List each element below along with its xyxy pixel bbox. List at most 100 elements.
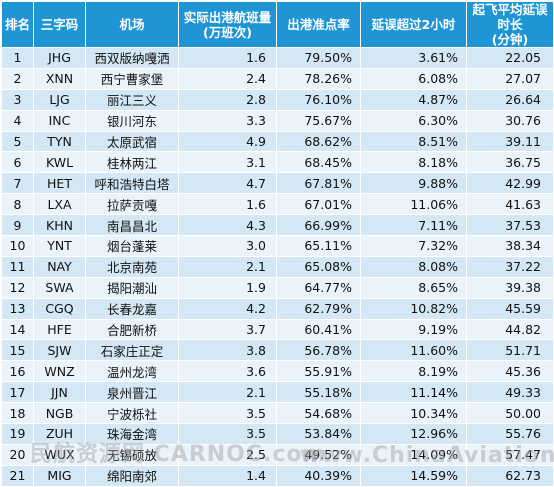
cell-code: HET xyxy=(33,172,86,195)
cell-delay-over-2h: 9.19% xyxy=(360,318,467,341)
cell-delay-over-2h: 14.59% xyxy=(360,464,467,487)
table-header: 排名 三字码 机场 实际出港航班量 (万班次) 出港准点率 延误超过2小时 起飞平均延误时长(… xyxy=(1,1,554,48)
cell-airport: 呼和浩特白塔 xyxy=(85,172,179,195)
cell-code: WUX xyxy=(33,443,86,466)
cell-airport: 揭阳潮汕 xyxy=(85,276,179,299)
cell-rank: 20 xyxy=(1,443,34,466)
cell-on-time-rate: 68.45% xyxy=(276,151,361,174)
cell-departures: 3.8 xyxy=(178,339,277,362)
cell-airport: 桂林两江 xyxy=(85,151,179,174)
cell-rank: 16 xyxy=(1,360,34,383)
cell-avg-delay: 27.07 xyxy=(466,67,554,90)
cell-delay-over-2h: 11.60% xyxy=(360,339,467,362)
table-row: 4 INC 银川河东 3.3 75.67% 6.30% 30.76 xyxy=(1,109,554,132)
cell-departures: 4.3 xyxy=(178,214,277,237)
cell-code: HFE xyxy=(33,318,86,341)
cell-airport: 温州龙湾 xyxy=(85,360,179,383)
cell-code: SJW xyxy=(33,339,86,362)
cell-rank: 4 xyxy=(1,109,34,132)
table-row: 14 HFE 合肥新桥 3.7 60.41% 9.19% 44.82 xyxy=(1,318,554,341)
cell-airport: 烟台蓬莱 xyxy=(85,235,179,257)
cell-code: XNN xyxy=(33,67,86,90)
cell-avg-delay: 44.82 xyxy=(466,318,554,341)
cell-rank: 19 xyxy=(1,423,34,445)
cell-avg-delay: 49.33 xyxy=(466,381,554,404)
cell-delay-over-2h: 6.08% xyxy=(360,67,467,90)
cell-on-time-rate: 54.68% xyxy=(276,402,361,425)
cell-on-time-rate: 62.79% xyxy=(276,297,361,320)
table-row: 18 NGB 宁波栎社 3.5 54.68% 10.34% 50.00 xyxy=(1,402,554,425)
cell-avg-delay: 30.76 xyxy=(466,109,554,132)
cell-delay-over-2h: 9.88% xyxy=(360,172,467,195)
cell-departures: 2.4 xyxy=(178,67,277,90)
cell-code: ZUH xyxy=(33,423,86,445)
cell-rank: 21 xyxy=(1,464,34,487)
table-body: 1 JHG 西双版纳嘎洒 1.6 79.50% 3.61% 22.05 2 XNN 西宁曹家堡 2.… xyxy=(1,47,554,487)
cell-avg-delay: 39.11 xyxy=(466,130,554,153)
header-delay-over-2h: 延误超过2小时 xyxy=(360,1,467,48)
table-row: 16 WNZ 温州龙湾 3.6 55.91% 8.19% 45.36 xyxy=(1,360,554,383)
table-row: 11 NAY 北京南苑 2.1 65.08% 8.08% 37.22 xyxy=(1,255,554,278)
cell-rank: 11 xyxy=(1,255,34,278)
cell-airport: 宁波栎社 xyxy=(85,402,179,425)
cell-on-time-rate: 67.81% xyxy=(276,172,361,195)
cell-on-time-rate: 55.91% xyxy=(276,360,361,383)
cell-departures: 2.1 xyxy=(178,381,277,404)
cell-on-time-rate: 75.67% xyxy=(276,109,361,132)
header-avg-delay: 起飞平均延误时长 (分钟) xyxy=(466,1,554,48)
cell-code: YNT xyxy=(33,235,86,257)
cell-code: JHG xyxy=(33,47,86,69)
cell-departures: 3.5 xyxy=(178,423,277,445)
cell-delay-over-2h: 8.19% xyxy=(360,360,467,383)
table-row: 10 YNT 烟台蓬莱 3.0 65.11% 7.32% 38.34 xyxy=(1,235,554,257)
header-row: 排名 三字码 机场 实际出港航班量 (万班次) 出港准点率 延误超过2小时 起飞平均延误时长(… xyxy=(1,1,554,48)
cell-avg-delay: 45.59 xyxy=(466,297,554,320)
cell-avg-delay: 45.36 xyxy=(466,360,554,383)
cell-code: SWA xyxy=(33,276,86,299)
cell-departures: 3.3 xyxy=(178,109,277,132)
cell-on-time-rate: 60.41% xyxy=(276,318,361,341)
table-row: 1 JHG 西双版纳嘎洒 1.6 79.50% 3.61% 22.05 xyxy=(1,47,554,69)
cell-departures: 2.1 xyxy=(178,255,277,278)
cell-rank: 12 xyxy=(1,276,34,299)
cell-departures: 4.7 xyxy=(178,172,277,195)
cell-code: INC xyxy=(33,109,86,132)
table-row: 15 SJW 石家庄正定 3.8 56.78% 11.60% 51.71 xyxy=(1,339,554,362)
cell-delay-over-2h: 4.87% xyxy=(360,88,467,111)
cell-departures: 3.5 xyxy=(178,402,277,425)
cell-on-time-rate: 76.10% xyxy=(276,88,361,111)
table-row: 21 MIG 绵阳南郊 1.4 40.39% 14.59% 62.73 xyxy=(1,464,554,487)
cell-avg-delay: 41.63 xyxy=(466,193,554,216)
cell-on-time-rate: 65.08% xyxy=(276,255,361,278)
table-row: 8 LXA 拉萨贡嘎 1.6 67.01% 11.06% 41.63 xyxy=(1,193,554,216)
cell-avg-delay: 42.99 xyxy=(466,172,554,195)
cell-departures: 2.5 xyxy=(178,443,277,466)
cell-code: KHN xyxy=(33,214,86,237)
cell-on-time-rate: 68.62% xyxy=(276,130,361,153)
cell-rank: 1 xyxy=(1,47,34,69)
cell-airport: 长春龙嘉 xyxy=(85,297,179,320)
cell-avg-delay: 50.00 xyxy=(466,402,554,425)
cell-avg-delay: 38.34 xyxy=(466,235,554,257)
cell-departures: 1.4 xyxy=(178,464,277,487)
header-on-time-rate: 出港准点率 xyxy=(276,1,361,48)
cell-departures: 1.6 xyxy=(178,193,277,216)
cell-departures: 3.7 xyxy=(178,318,277,341)
cell-departures: 1.9 xyxy=(178,276,277,299)
cell-airport: 西双版纳嘎洒 xyxy=(85,47,179,69)
table-row: 19 ZUH 珠海金湾 3.5 53.84% 12.96% 55.76 xyxy=(1,423,554,445)
cell-rank: 7 xyxy=(1,172,34,195)
cell-delay-over-2h: 3.61% xyxy=(360,47,467,69)
table-row: 12 SWA 揭阳潮汕 1.9 64.77% 8.65% 39.38 xyxy=(1,276,554,299)
cell-airport: 西宁曹家堡 xyxy=(85,67,179,90)
cell-rank: 5 xyxy=(1,130,34,153)
cell-airport: 珠海金湾 xyxy=(85,423,179,445)
cell-on-time-rate: 64.77% xyxy=(276,276,361,299)
cell-avg-delay: 37.22 xyxy=(466,255,554,278)
cell-airport: 拉萨贡嘎 xyxy=(85,193,179,216)
cell-code: JJN xyxy=(33,381,86,404)
cell-airport: 银川河东 xyxy=(85,109,179,132)
cell-rank: 2 xyxy=(1,67,34,90)
cell-avg-delay: 37.53 xyxy=(466,214,554,237)
